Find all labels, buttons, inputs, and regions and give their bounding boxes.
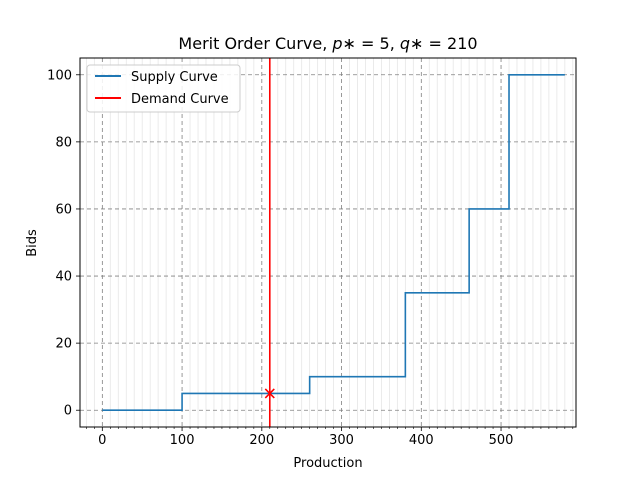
legend-label-demand: Demand Curve [131, 92, 229, 107]
x-tick-label: 300 [329, 433, 354, 448]
x-tick-label: 0 [98, 433, 106, 448]
major-grid [80, 58, 576, 427]
x-tick-label: 500 [489, 433, 514, 448]
legend: Supply Curve Demand Curve [86, 64, 241, 113]
x-tick-label: 100 [170, 433, 195, 448]
y-tick-label: 0 [64, 404, 72, 419]
legend-box [86, 64, 241, 113]
minor-grid [85, 58, 574, 427]
y-tick-label: 20 [55, 337, 72, 352]
equilibrium-marker-stroke [264, 388, 275, 399]
x-axis: 0 100 200 300 400 500 [86, 427, 574, 448]
y-tick-label: 40 [55, 270, 72, 285]
marker-layer [264, 388, 275, 399]
y-tick-label: 100 [47, 68, 72, 83]
y-tick-label: 60 [55, 202, 72, 217]
x-tick-label: 400 [409, 433, 434, 448]
x-tick-label: 200 [249, 433, 274, 448]
legend-label-supply: Supply Curve [131, 70, 218, 85]
equilibrium-marker [264, 388, 275, 399]
plot-frame [79, 57, 577, 428]
supply-curve-line [102, 73, 565, 412]
x-axis-label: Production [293, 456, 362, 471]
chart-title: Merit Order Curve, p∗ = 5, q∗ = 210 [178, 34, 477, 53]
series-layer [102, 58, 565, 427]
y-axis: 0 20 40 60 80 100 [47, 68, 80, 419]
y-tick-label: 80 [55, 135, 72, 150]
y-axis-label: Bids [25, 229, 40, 257]
